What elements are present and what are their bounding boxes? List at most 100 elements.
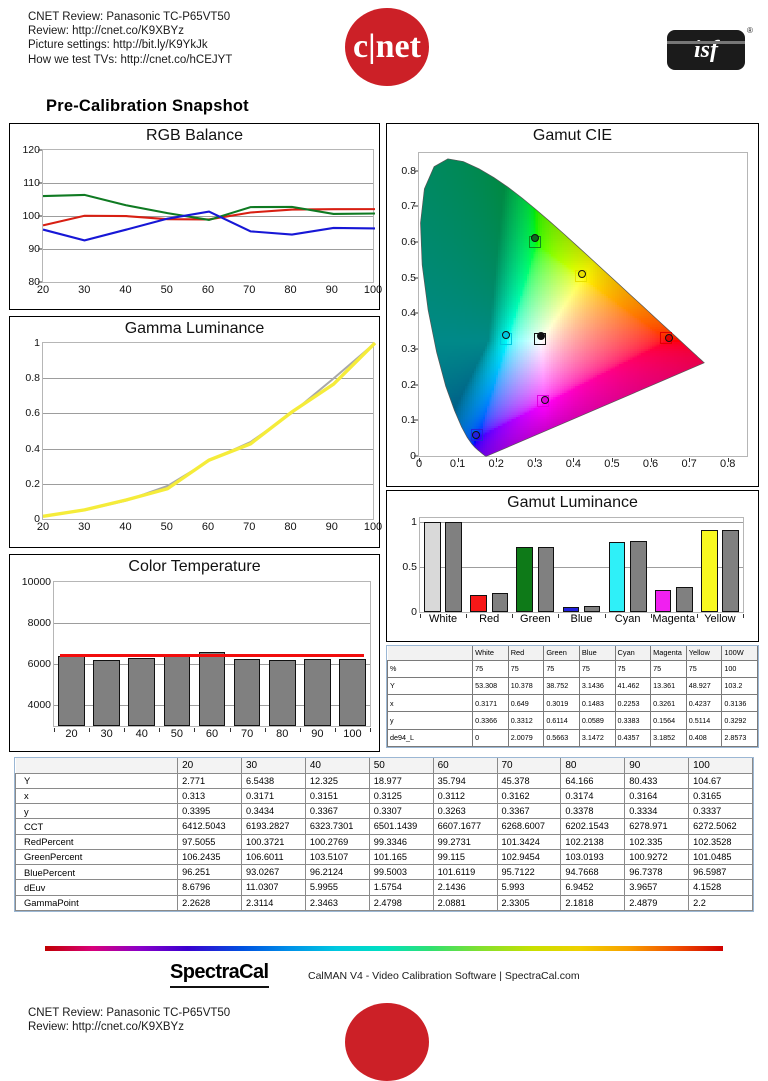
main-table-row-label-Y: Y [14, 772, 179, 789]
main-table-cell-GreenPercent-100: 101.0485 [688, 848, 753, 866]
main-table-cell-dEuv-20: 8.6796 [177, 879, 242, 896]
cie-ytick-0.7: 0.7 [401, 200, 416, 212]
gamut-table-cell-Y-100W: 103.2 [721, 676, 758, 696]
cct-tickmark [334, 728, 336, 732]
cie-measured-red [665, 333, 674, 342]
main-table-col-header-50: 50 [368, 758, 434, 774]
gamma-xtick-90: 90 [326, 521, 338, 533]
main-table-cell-CCT-40: 6323.7301 [304, 818, 370, 835]
main-table-cell-RedPercent-80: 102.2138 [560, 833, 626, 850]
cct-ytick-4000: 4000 [28, 699, 51, 711]
cie-ytick-0.5: 0.5 [401, 272, 416, 284]
main-table-cell-GammaPoint-30: 2.3114 [241, 894, 306, 912]
gamut-table-cell-%-Yellow: 75 [685, 659, 723, 678]
gamma-ytick-1: 1 [34, 337, 40, 349]
rgb-ytick-110: 110 [23, 177, 40, 189]
main-table-row-label-CCT: CCT [14, 818, 179, 835]
rgb-xtick-70: 70 [243, 284, 255, 296]
gamma-series-Target [42, 342, 376, 518]
main-table-row: RedPercent 97.5055 100.3721 100.2769 99.3346… [14, 833, 753, 850]
cct-tickmark [159, 728, 161, 732]
main-table-cell-GreenPercent-80: 103.0193 [560, 848, 626, 866]
gamut-cie-panel: Gamut CIE 00.10.20.30.40.50.60.70.800.10… [386, 123, 759, 487]
rgb-xtick-100: 100 [364, 284, 382, 296]
isf-logo-band [667, 41, 745, 44]
gamut-table-cell-%-Magenta: 75 [650, 659, 687, 678]
main-table-cell-y-90: 0.3334 [624, 803, 690, 820]
main-table-cell-y-100: 0.3337 [688, 803, 753, 820]
main-table-row: BluePercent 96.251 93.0267 96.2124 99.5003 10… [14, 864, 753, 881]
gamut-table-cell-de94_L-Cyan: 0.4357 [614, 728, 652, 748]
main-table-cell-CCT-100: 6272.5062 [688, 818, 753, 835]
gamma-ytick-0.4: 0.4 [25, 443, 40, 455]
gl-tickmark [650, 614, 652, 618]
cie-ytickmark [414, 348, 418, 350]
cie-xtickmark [457, 458, 459, 462]
gamut-table-cell-de94_L-White: 0 [472, 728, 509, 748]
gl-measured-bar-blue [562, 606, 580, 612]
gridline [43, 378, 373, 380]
gamut-table-cell-Y-Green: 38.752 [543, 676, 580, 696]
main-table-cell-GreenPercent-70: 102.9454 [496, 848, 562, 866]
cct-xtick-50: 50 [171, 728, 183, 740]
gl-measured-bar-cyan [608, 542, 626, 612]
main-table-cell-x-20: 0.313 [177, 787, 242, 805]
gl-ytick-0.5: 0.5 [402, 561, 417, 573]
main-table-col-header-30: 30 [241, 758, 306, 774]
cct-xtick-30: 30 [101, 728, 113, 740]
main-table-header-row: 20 30 40 50 60 70 80 90 100 [15, 758, 753, 774]
cct-tickmark [124, 728, 126, 732]
main-table-row-label-GammaPoint: GammaPoint [14, 894, 179, 912]
rgb-balance-plot: 80 90 100 110 120 20 30 40 50 60 70 80 90 100 [22, 144, 382, 296]
main-table-cell-GammaPoint-40: 2.3463 [304, 894, 370, 912]
gridline [43, 249, 373, 250]
main-table-cell-Y-40: 12.325 [304, 772, 370, 789]
gamut-table-col-header-100W: 100W [721, 646, 758, 661]
grayscale-measurements-table: 20 30 40 50 60 70 80 90 100 Y 2.771 6.5438 12.325 18… [14, 757, 754, 912]
main-table-cell-x-80: 0.3174 [560, 787, 626, 805]
isf-registered-mark: ® [747, 26, 753, 35]
cie-ytick-0.2: 0.2 [401, 379, 416, 391]
rgb-series-BluePercent [42, 210, 376, 242]
main-table-cell-CCT-80: 6202.1543 [560, 818, 626, 835]
cie-ytickmark [414, 384, 418, 386]
gl-ytick-0: 0 [411, 606, 417, 618]
next-page-header-info: CNET Review: Panasonic TC-P65VT50 Review:… [28, 1006, 230, 1034]
cie-ytick-0: 0 [410, 450, 416, 462]
gamut-table-row-label-%: % [386, 659, 474, 678]
calman-caption: CalMAN V4 - Video Calibration Software |… [308, 970, 580, 982]
main-table-cell-RedPercent-60: 99.2731 [432, 833, 498, 850]
gl-category-blue: Blue [570, 613, 592, 625]
gamut-table-cell-y-100W: 0.3292 [721, 711, 758, 730]
main-table-col-header-20: 20 [177, 758, 242, 774]
gl-target-bar-red [491, 593, 509, 612]
gamut-table-cell-x-Yellow: 0.4237 [685, 694, 723, 713]
main-table-cell-GammaPoint-80: 2.1818 [560, 894, 626, 912]
cct-tickmark [370, 728, 371, 732]
cct-tickmark [54, 728, 55, 732]
cie-ytickmark [414, 170, 418, 172]
gl-category-yellow: Yellow [704, 613, 735, 625]
cie-ytick-0.8: 0.8 [401, 165, 416, 177]
main-table-cell-dEuv-60: 2.1436 [432, 879, 498, 896]
main-table-row: x 0.313 0.3171 0.3151 0.3125 0.3112 0.3162 0.31… [14, 787, 753, 805]
spectracal-logo: SpectraCal [170, 961, 269, 988]
gamut-table-cell-y-Yellow: 0.5114 [685, 711, 723, 730]
main-table-cell-x-60: 0.3112 [432, 787, 498, 805]
rgb-ytickmark [38, 215, 42, 217]
gamut-table-cell-de94_L-Red: 2.0079 [507, 728, 545, 748]
cie-xtick-0.6: 0.6 [643, 458, 658, 470]
main-table-cell-RedPercent-90: 102.335 [624, 833, 690, 850]
rgb-xtick-90: 90 [326, 284, 338, 296]
cct-xtick-80: 80 [276, 728, 288, 740]
gl-tickmark [696, 614, 698, 618]
gamma-luminance-title: Gamma Luminance [10, 320, 379, 338]
cie-xtickmark [496, 458, 498, 462]
gamut-table-cell-y-White: 0.3366 [472, 711, 509, 730]
main-table-cell-x-40: 0.3151 [304, 787, 370, 805]
main-table-col-header-60: 60 [432, 758, 498, 774]
main-table-cell-dEuv-30: 11.0307 [241, 879, 306, 896]
cct-ytick-10000: 10000 [22, 576, 51, 588]
gamut-table-cell-x-Green: 0.3019 [543, 694, 580, 713]
main-table-row-label-BluePercent: BluePercent [14, 864, 179, 881]
